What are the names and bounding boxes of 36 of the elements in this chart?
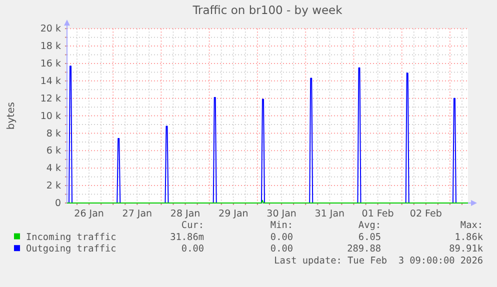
x-tick-label: 30 Jan <box>266 208 296 220</box>
x-tick-label: 02 Feb <box>410 208 442 220</box>
text: Last update: Tue Feb 3 09:00:00 2026 <box>274 255 484 266</box>
text: 89.91k <box>449 244 484 255</box>
text: Cur: <box>181 220 204 231</box>
chart-title: Traffic on br100 - by week <box>192 3 343 17</box>
x-tick-label: 28 Jan <box>170 208 200 220</box>
text: 0.00 <box>270 232 294 243</box>
y-tick-label: 20 k <box>40 24 62 35</box>
text: 1.86k <box>454 232 484 243</box>
y-tick-label: 6 k <box>46 146 62 157</box>
y-tick-label: 8 k <box>46 128 62 140</box>
text: 0.00 <box>270 244 294 255</box>
y-tick-label: 16 k <box>40 58 62 70</box>
y-tick-label: 4 k <box>46 163 62 174</box>
y-tick-label: 0 <box>54 198 61 210</box>
text: Min: <box>270 220 293 231</box>
x-tick-label: 31 Jan <box>314 208 345 220</box>
y-tick-label: 2 k <box>46 180 62 192</box>
text: 0.00 <box>181 244 204 255</box>
y-tick-label: 10 k <box>40 110 62 122</box>
legend-label: Incoming traffic <box>26 232 116 243</box>
legend-label: Outgoing traffic <box>26 244 116 255</box>
x-tick-label: 26 Jan <box>74 208 104 220</box>
text: 289.88 <box>347 244 382 255</box>
text: Max: <box>460 220 483 231</box>
x-tick-label: 01 Feb <box>362 208 394 220</box>
y-tick-label: 18 k <box>40 41 62 52</box>
text: 31.86m <box>170 232 204 243</box>
x-tick-label: 27 Jan <box>122 208 152 220</box>
text: 6.05 <box>358 232 381 243</box>
x-tick-label: 29 Jan <box>218 208 248 220</box>
y-axis-title: bytes <box>6 102 17 130</box>
y-tick-label: 14 k <box>40 76 62 87</box>
y-tick-label: 12 k <box>40 93 62 104</box>
text: Avg: <box>358 220 381 231</box>
